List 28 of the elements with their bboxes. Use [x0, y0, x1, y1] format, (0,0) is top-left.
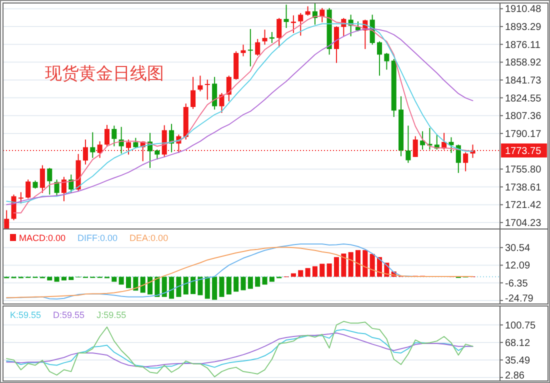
y-tick-label: 1824.55	[505, 93, 542, 104]
text: K:59.55	[10, 310, 42, 320]
y-tick-label: 1841.73	[505, 75, 542, 86]
y-tick-label: -6.35	[505, 278, 528, 290]
y-tick-label: 1910.48	[505, 4, 542, 16]
y-tick-label: 2.86	[505, 370, 525, 382]
text: D:59.55	[53, 310, 85, 320]
y-tick-label: 1858.92	[505, 58, 542, 69]
y-tick-label: 1738.61	[505, 182, 542, 194]
y-tick-label: 1755.80	[505, 164, 542, 176]
y-tick-label: 1807.36	[505, 111, 542, 122]
y-tick-label: -24.79	[505, 294, 534, 304]
y-tick-label: 1876.11	[505, 40, 541, 51]
text: 现货黄金日线图	[45, 64, 164, 84]
y-tick-label: 12.09	[505, 260, 530, 272]
text: DEA:0.00	[130, 233, 168, 243]
y-tick-label: 1704.23	[505, 218, 542, 230]
y-tick-label: 1893.29	[505, 22, 542, 34]
y-tick-label: 68.12	[505, 338, 530, 349]
text: DIFF:0.00	[78, 233, 118, 243]
legend-label: MACD:0.00	[19, 233, 66, 243]
y-tick-label: 1790.17	[505, 128, 542, 140]
y-tick-label: 30.54	[505, 243, 530, 254]
series-label: J:59.55	[96, 310, 126, 320]
ref-line-label: 1773.75	[505, 146, 542, 157]
y-tick-label: 1721.42	[505, 200, 542, 212]
y-tick-label: 35.49	[505, 355, 530, 366]
y-tick-label: 100.75	[505, 320, 536, 332]
